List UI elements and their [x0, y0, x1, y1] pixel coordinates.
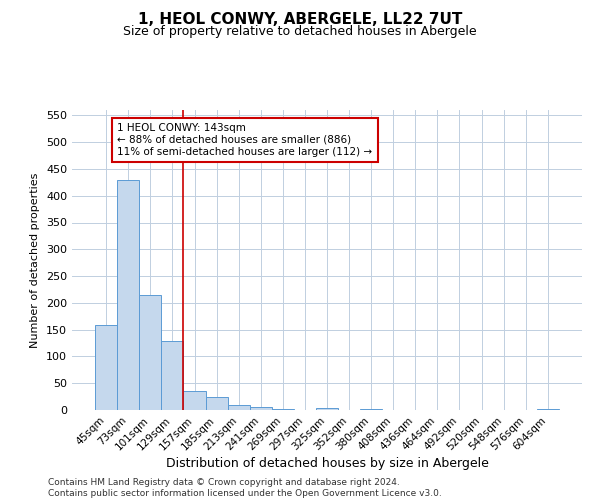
Bar	[227, 404, 250, 410]
X-axis label: Distribution of detached houses by size in Abergele: Distribution of detached houses by size …	[166, 458, 488, 470]
Bar	[184, 391, 206, 410]
Text: Contains HM Land Registry data © Crown copyright and database right 2024.
Contai: Contains HM Land Registry data © Crown c…	[48, 478, 442, 498]
Y-axis label: Number of detached properties: Number of detached properties	[31, 172, 40, 348]
Bar	[95, 326, 117, 410]
Text: Size of property relative to detached houses in Abergele: Size of property relative to detached ho…	[123, 25, 477, 38]
Text: 1, HEOL CONWY, ABERGELE, LL22 7UT: 1, HEOL CONWY, ABERGELE, LL22 7UT	[138, 12, 462, 28]
Bar	[206, 396, 227, 410]
Bar	[537, 409, 559, 410]
Bar	[161, 342, 184, 410]
Bar	[316, 408, 338, 410]
Bar	[250, 408, 272, 410]
Bar	[117, 180, 139, 410]
Text: 1 HEOL CONWY: 143sqm
← 88% of detached houses are smaller (886)
11% of semi-deta: 1 HEOL CONWY: 143sqm ← 88% of detached h…	[117, 124, 373, 156]
Bar	[139, 295, 161, 410]
